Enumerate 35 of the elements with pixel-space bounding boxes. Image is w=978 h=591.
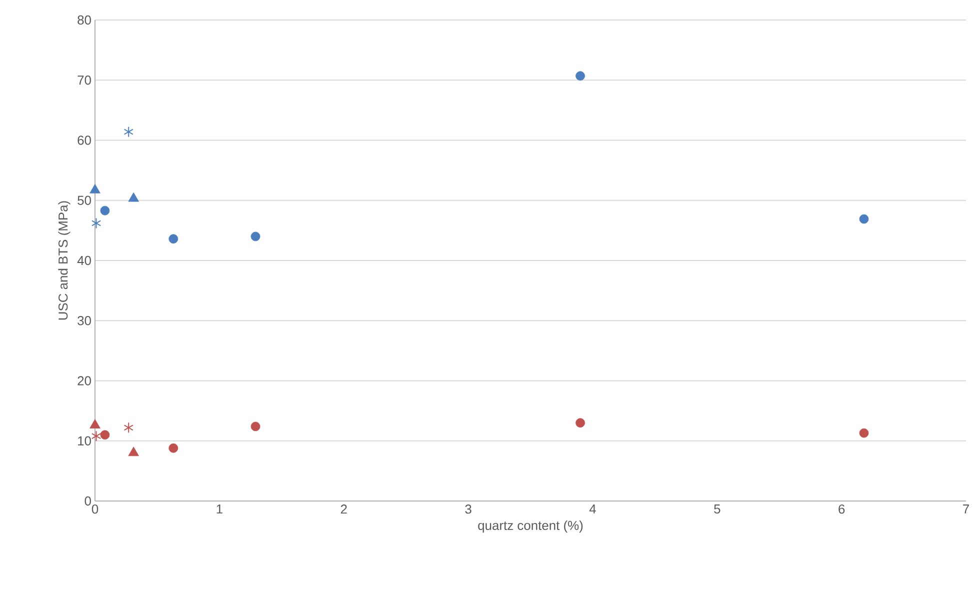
point	[124, 126, 134, 138]
x-tick-label: 3	[465, 504, 472, 514]
point	[859, 214, 869, 224]
point	[168, 234, 178, 244]
y-axis-title: USC and BTS (MPa)	[58, 201, 70, 320]
x-tick-label: 5	[714, 504, 720, 514]
y-tick-label: 40	[77, 256, 91, 266]
point	[91, 430, 102, 442]
y-tick-label: 60	[78, 136, 91, 145]
x-tick-label: 6	[838, 504, 845, 514]
x-tick-label: 0	[92, 504, 98, 514]
y-tick-label: 70	[78, 76, 91, 85]
point	[100, 430, 110, 440]
y-tick-label: 0	[84, 496, 91, 506]
point	[576, 418, 585, 428]
y-tick-label: 20	[78, 376, 91, 386]
point	[90, 419, 100, 428]
y-tick-label: 10	[78, 436, 91, 446]
x-tick-label: 1	[216, 504, 222, 514]
point	[168, 443, 178, 453]
point	[100, 206, 110, 216]
point	[859, 428, 869, 438]
point	[128, 446, 139, 456]
point	[91, 218, 102, 229]
x-tick-label: 7	[963, 504, 969, 514]
point	[576, 71, 585, 81]
point	[124, 422, 134, 434]
point	[250, 232, 260, 242]
x-tick-label: 2	[340, 504, 347, 514]
x-tick-label: 4	[589, 504, 596, 514]
x-axis-title: quartz content (%)	[478, 520, 583, 533]
y-tick-label: 50	[78, 196, 91, 205]
y-tick-label: 80	[78, 15, 91, 25]
point	[250, 422, 260, 432]
y-tick-label: 30	[78, 316, 91, 326]
